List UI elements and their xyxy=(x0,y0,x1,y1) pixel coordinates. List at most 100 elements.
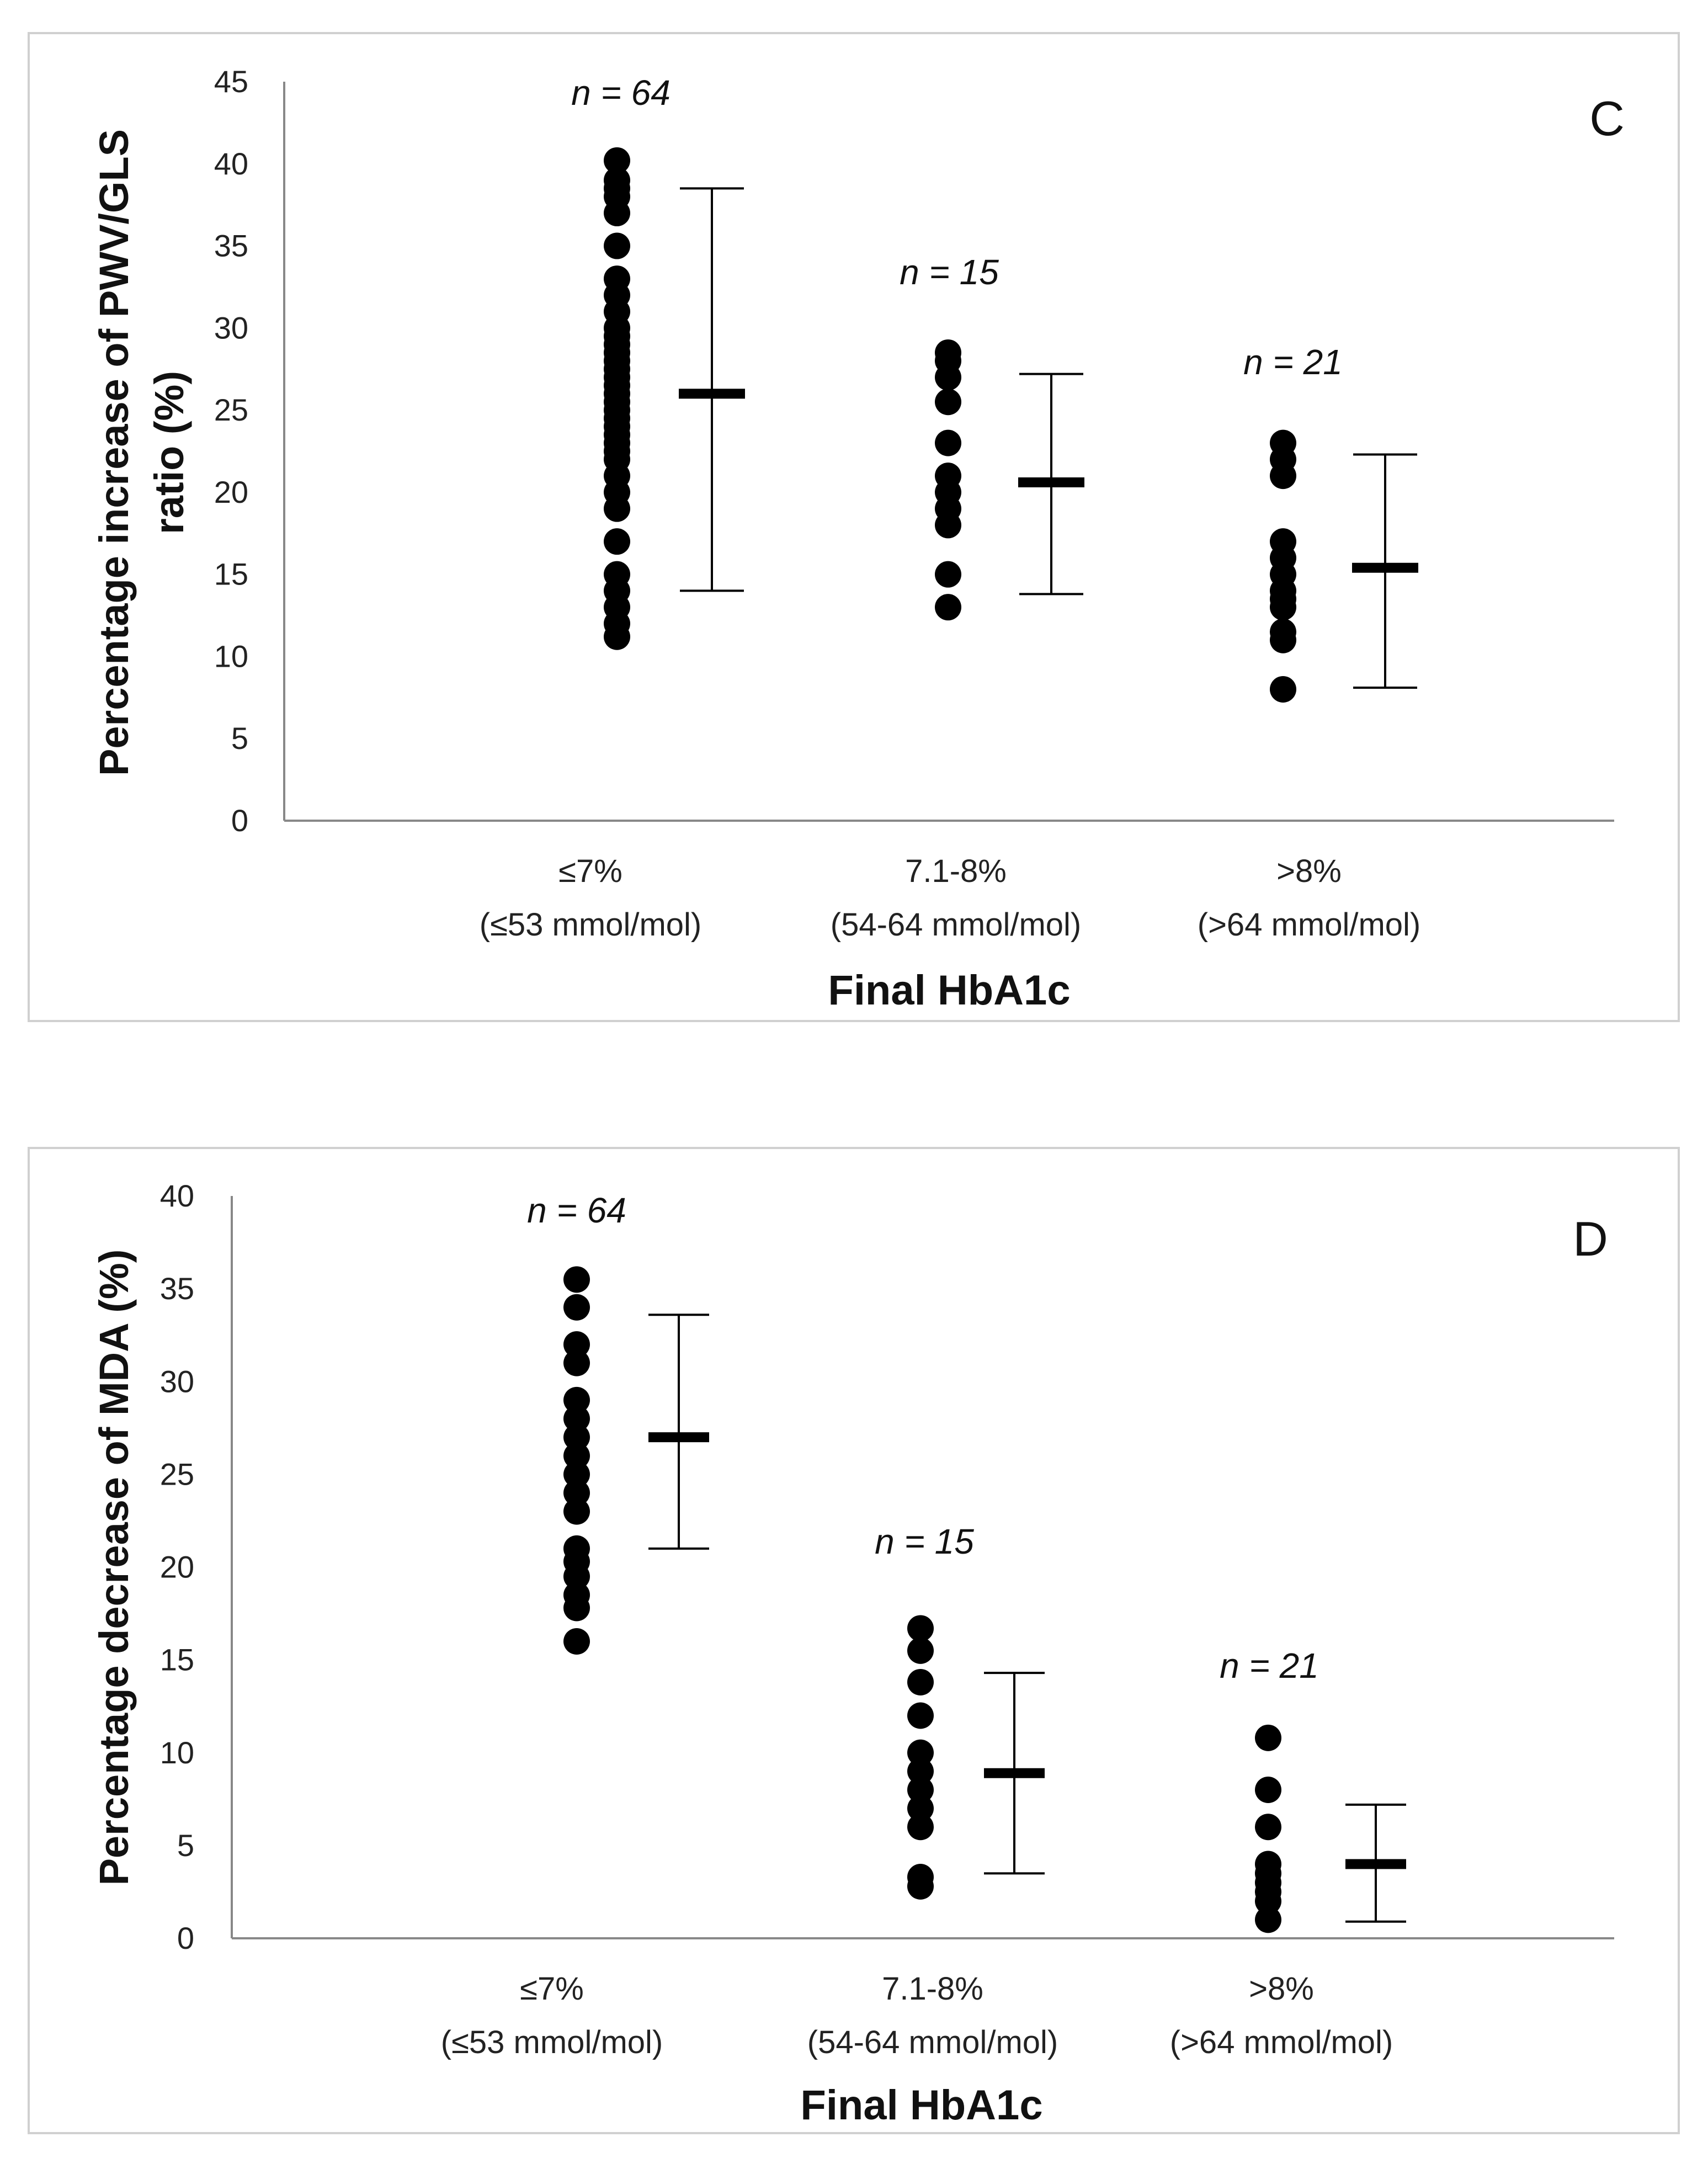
data-point xyxy=(907,1615,934,1642)
y-tick-label: 25 xyxy=(160,1456,194,1491)
data-point xyxy=(563,1461,590,1488)
x-category-label: ≤7% xyxy=(520,1971,584,2007)
y-tick-label: 20 xyxy=(214,475,248,509)
y-tick-label: 20 xyxy=(160,1550,194,1585)
data-marks: n = 64 n = 15 n = 21 xyxy=(571,73,1418,703)
y-axis-title-line1: Percentage increase of PWV/GLS xyxy=(91,129,137,776)
x-category-label: >8% xyxy=(1276,853,1342,889)
n-annotation: n = 21 xyxy=(1243,342,1343,382)
data-point xyxy=(1270,618,1296,645)
y-tick-label: 35 xyxy=(160,1271,194,1306)
data-point xyxy=(563,1581,590,1608)
y-tick-labels: 0 5 10 15 20 25 30 35 40 xyxy=(160,1178,194,1955)
data-point xyxy=(563,1266,590,1293)
n-annotation: n = 64 xyxy=(571,73,671,113)
x-category-label: ≤7% xyxy=(558,853,622,889)
y-tick-label: 0 xyxy=(231,803,248,838)
panel-c: 0 5 10 15 20 25 30 35 40 45 n = 64 n = 15 n = 21 ≤7… xyxy=(28,32,1680,1022)
panel-label-d: D xyxy=(1573,1211,1608,1266)
data-point xyxy=(563,1498,590,1525)
y-tick-label: 30 xyxy=(160,1364,194,1399)
data-point xyxy=(907,1702,934,1729)
y-tick-label: 10 xyxy=(214,639,248,673)
y-axis-title-line2: ratio (%) xyxy=(146,371,192,534)
data-point xyxy=(907,1758,934,1785)
x-category-labels: ≤7% (≤53 mmol/mol) 7.1-8% (54-64 mmol/mol) >… xyxy=(480,853,1420,943)
x-category-sublabel: (54-64 mmol/mol) xyxy=(831,907,1081,943)
data-point xyxy=(563,1442,590,1469)
data-point xyxy=(1270,676,1296,703)
panel-c-frame xyxy=(28,32,1680,1022)
y-tick-label: 10 xyxy=(160,1735,194,1770)
data-point xyxy=(604,167,630,194)
x-category-sublabel: (≤53 mmol/mol) xyxy=(480,907,701,943)
data-point xyxy=(563,1424,590,1451)
data-point xyxy=(907,1637,934,1664)
y-tick-label: 5 xyxy=(231,721,248,756)
x-axis-title: Final HbA1c xyxy=(828,967,1070,1014)
data-point xyxy=(907,1814,934,1841)
data-point xyxy=(907,1668,934,1695)
y-tick-label: 5 xyxy=(177,1828,194,1863)
data-point xyxy=(1255,1724,1281,1751)
data-point xyxy=(563,1535,590,1562)
data-point xyxy=(935,389,961,416)
data-point xyxy=(1270,528,1296,555)
data-point xyxy=(604,232,630,259)
y-tick-label: 30 xyxy=(214,310,248,345)
data-point xyxy=(563,1331,590,1358)
data-point xyxy=(563,1386,590,1413)
y-tick-labels: 0 5 10 15 20 25 30 35 40 45 xyxy=(214,64,248,838)
n-annotation: n = 21 xyxy=(1220,1646,1319,1686)
y-tick-label: 25 xyxy=(214,392,248,427)
x-category-sublabel: (>64 mmol/mol) xyxy=(1170,2024,1393,2060)
data-point xyxy=(563,1628,590,1655)
data-point xyxy=(935,594,961,621)
x-category-sublabel: (≤53 mmol/mol) xyxy=(441,2024,663,2060)
data-point xyxy=(563,1294,590,1321)
n-annotation: n = 15 xyxy=(875,1522,974,1561)
data-point xyxy=(935,429,961,456)
y-axis-title: Percentage decrease of MDA (%) xyxy=(91,1250,137,1886)
y-tick-label: 35 xyxy=(214,228,248,263)
data-point xyxy=(1255,1851,1281,1878)
y-tick-label: 0 xyxy=(177,1921,194,1955)
data-point xyxy=(604,265,630,293)
x-category-label: 7.1-8% xyxy=(905,853,1007,889)
data-point xyxy=(907,1795,934,1822)
panel-label-c: C xyxy=(1589,91,1625,146)
panel-d: 0 5 10 15 20 25 30 35 40 n = 64 n = 15 n = 21 ≤7% (… xyxy=(28,1147,1680,2134)
y-tick-label: 15 xyxy=(160,1642,194,1677)
y-tick-label: 15 xyxy=(214,557,248,592)
data-point xyxy=(935,462,961,490)
n-annotation: n = 15 xyxy=(900,252,999,292)
data-point xyxy=(604,147,630,174)
data-marks: n = 64 n = 15 n = 21 xyxy=(527,1190,1406,1933)
y-tick-label: 45 xyxy=(214,64,248,99)
data-point xyxy=(1255,1906,1281,1933)
x-category-label: >8% xyxy=(1249,1971,1314,2007)
data-point xyxy=(604,528,630,555)
x-axis-title: Final HbA1c xyxy=(800,2082,1042,2129)
y-tick-label: 40 xyxy=(160,1178,194,1213)
data-point xyxy=(563,1349,590,1376)
data-point xyxy=(935,561,961,588)
x-category-sublabel: (>64 mmol/mol) xyxy=(1198,907,1420,943)
x-category-label: 7.1-8% xyxy=(882,1971,983,2007)
panel-d-frame xyxy=(28,1147,1680,2134)
data-point xyxy=(604,561,630,588)
data-point xyxy=(563,1405,590,1432)
data-point xyxy=(907,1864,934,1891)
data-point xyxy=(563,1480,590,1506)
n-annotation: n = 64 xyxy=(527,1190,626,1230)
data-point xyxy=(907,1777,934,1803)
data-point xyxy=(935,339,961,366)
x-category-labels: ≤7% (≤53 mmol/mol) 7.1-8% (54-64 mmol/mol) >… xyxy=(441,1971,1393,2060)
data-point xyxy=(1255,1814,1281,1841)
y-tick-label: 40 xyxy=(214,146,248,181)
data-point xyxy=(1270,429,1296,456)
x-category-sublabel: (54-64 mmol/mol) xyxy=(807,2024,1058,2060)
data-point xyxy=(1255,1777,1281,1803)
data-point xyxy=(907,1739,934,1766)
